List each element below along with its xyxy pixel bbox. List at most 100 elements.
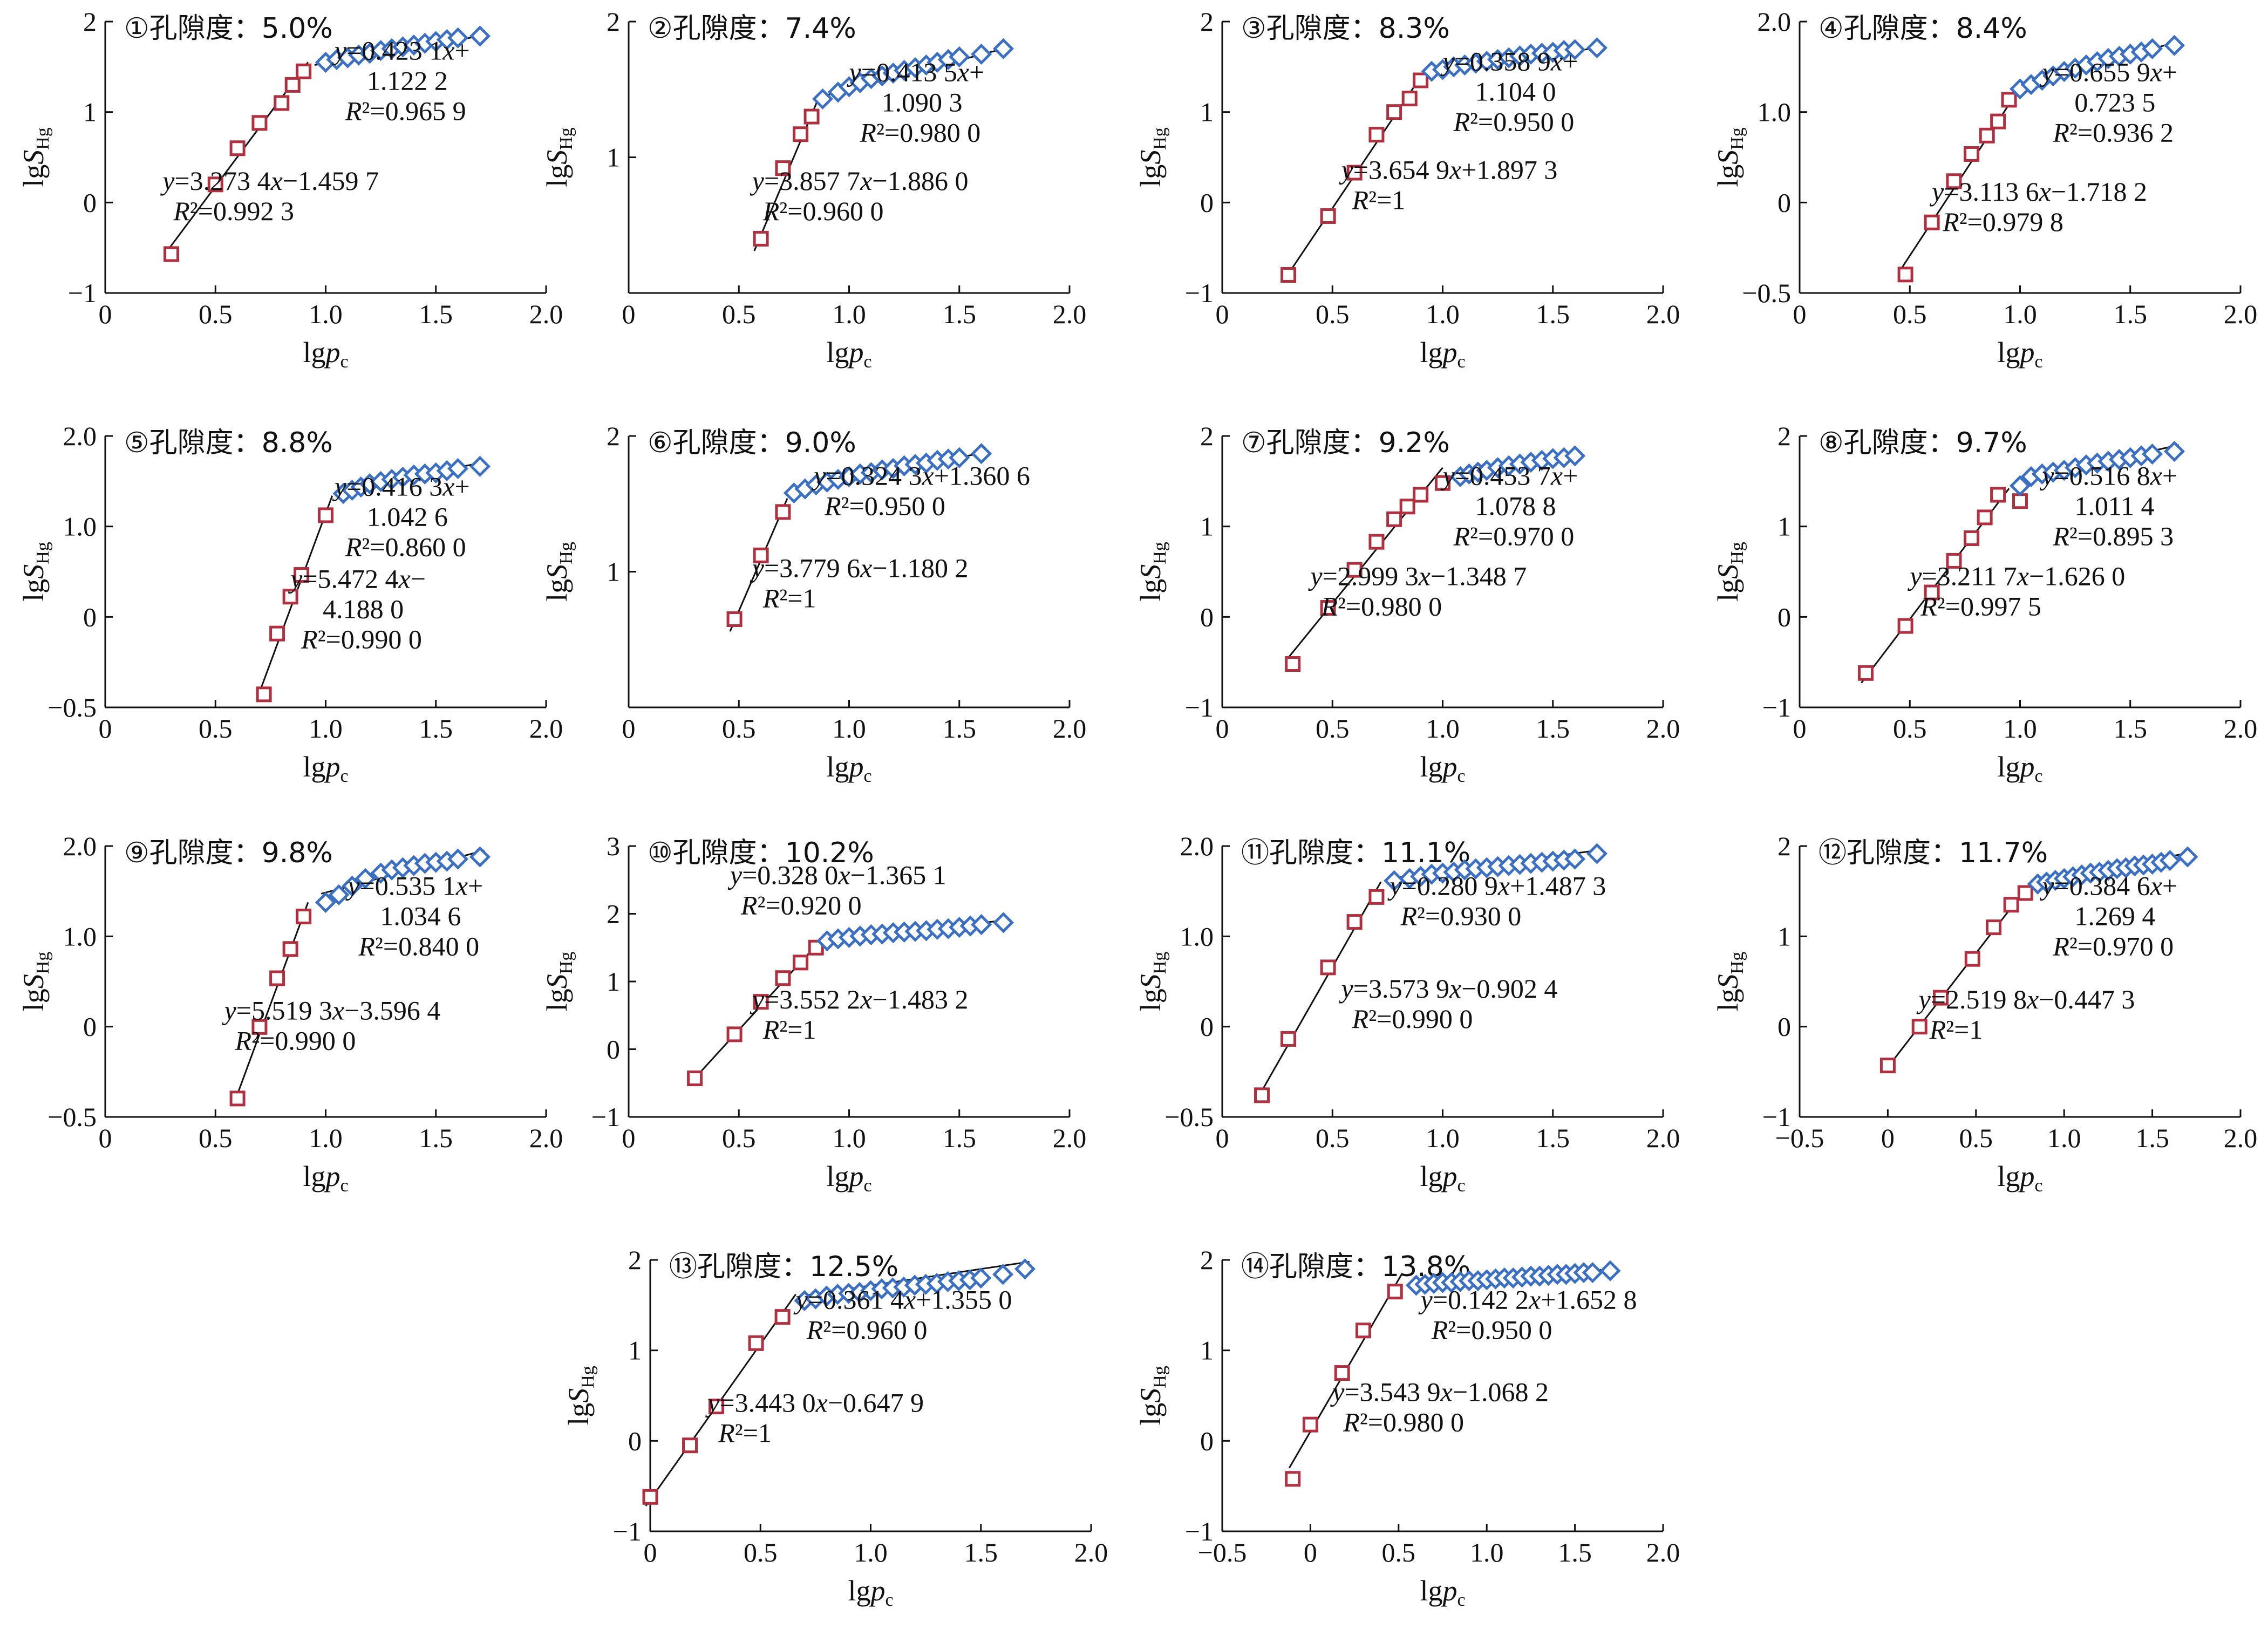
data-point-square <box>1346 914 1363 930</box>
panel-p14: −0.5 0 0.5 1.0 1.5 2.0−1012lgpclgSHg⑭孔隙度：13.8… <box>1134 1245 1680 1610</box>
x-tick-label: 0 <box>644 1537 657 1567</box>
y-tick-label: 1.0 <box>1758 97 1792 127</box>
data-point-square <box>269 625 285 642</box>
y-tick-label: 2.0 <box>1180 831 1214 861</box>
x-tick-label: −0.5 <box>1775 1123 1824 1153</box>
data-point-square <box>318 507 333 523</box>
x-tick-label: 2.0 <box>529 713 563 744</box>
x-tick-label: 2.0 <box>529 299 563 329</box>
regression-annotation: y=0.361 4x+1.355 0 <box>793 1285 1012 1315</box>
y-tick-label: 2 <box>83 6 97 37</box>
regression-annotation: R²=0.960 0 <box>806 1315 928 1345</box>
y-tick-label: −1 <box>591 1102 620 1132</box>
x-tick-label: 1.5 <box>2114 299 2148 329</box>
data-point-diamond <box>447 27 469 49</box>
y-tick-label: 2 <box>1200 421 1214 451</box>
data-point-diamond <box>992 38 1014 59</box>
data-point-diamond <box>1564 848 1586 870</box>
data-point-diamond <box>1014 1258 1036 1280</box>
x-tick-label: 1.0 <box>309 299 343 329</box>
y-axis-title: lgSHg <box>541 127 576 187</box>
data-point-diamond <box>1564 39 1586 60</box>
regression-annotation: R²=0.970 0 <box>2052 931 2174 961</box>
y-tick-label: 2 <box>1200 6 1214 37</box>
y-tick-label: −1 <box>68 278 97 308</box>
y-tick-label: 1 <box>628 1335 642 1366</box>
data-point-square <box>1387 1284 1403 1300</box>
data-point-diamond <box>315 891 337 913</box>
y-tick-label: 2.0 <box>1758 6 1792 37</box>
data-point-diamond <box>447 848 469 870</box>
data-point-square <box>775 160 791 176</box>
y-tick-label: −0.5 <box>1164 1102 1214 1132</box>
regression-annotation: y=3.573 9x−0.902 4 <box>1339 973 1558 1004</box>
data-point-square <box>687 1070 703 1086</box>
data-point-square <box>775 970 791 986</box>
x-axis-title: lgpc <box>1997 1160 2042 1196</box>
x-axis-title: lgpc <box>826 751 871 786</box>
panel-p11: 0 0.5 1.0 1.5 2.0−0.501.02.0lgpclgSHg⑪孔隙度：11… <box>1134 831 1680 1196</box>
y-axis-title: lgSHg <box>1134 127 1170 187</box>
x-tick-label: 0 <box>622 299 636 329</box>
fit-line <box>232 902 309 1107</box>
y-axis-title: lgSHg <box>1134 952 1170 1012</box>
x-tick-label: 0 <box>1216 1123 1229 1153</box>
fit-line <box>729 498 788 632</box>
y-tick-label: 0 <box>1777 187 1791 217</box>
data-point-square <box>1285 1471 1301 1487</box>
x-axis-title: lgpc <box>303 751 348 786</box>
data-point-square <box>256 686 272 703</box>
regression-annotation: y=0.280 9x+1.487 3 <box>1387 870 1606 901</box>
data-point-square <box>1302 1416 1318 1433</box>
x-tick-label: 2.0 <box>1646 1123 1680 1153</box>
x-tick-label: 0.5 <box>1893 299 1927 329</box>
regression-annotation: y=0.535 1x+ <box>345 870 483 901</box>
data-point-square <box>282 589 298 605</box>
x-tick-label: 1.0 <box>1426 1123 1460 1153</box>
regression-annotation: R²=0.965 9 <box>345 96 466 126</box>
data-point-diamond <box>1564 445 1586 467</box>
data-point-square <box>296 909 312 925</box>
x-tick-label: 1.0 <box>2047 1123 2081 1153</box>
data-point-square <box>2017 885 2033 901</box>
data-point-diamond <box>1582 1262 1603 1284</box>
x-tick-label: 0.5 <box>744 1537 778 1567</box>
x-tick-label: 0.5 <box>1316 1123 1350 1153</box>
x-axis-title: lgpc <box>1420 1160 1465 1196</box>
data-point-diamond <box>971 43 992 65</box>
x-tick-label: 0.5 <box>722 1123 756 1153</box>
y-tick-label: 0 <box>1200 1426 1214 1456</box>
data-point-square <box>2001 92 2017 108</box>
x-axis-title: lgpc <box>1997 751 2042 786</box>
data-point-diamond <box>992 912 1014 933</box>
y-tick-label: 3 <box>607 831 620 861</box>
data-point-square <box>753 547 769 563</box>
x-tick-label: 2.0 <box>1646 713 1680 744</box>
data-point-square <box>726 611 743 628</box>
y-tick-label: 0 <box>83 602 97 632</box>
regression-annotation: y=0.416 3x+ <box>332 472 470 502</box>
regression-annotation: R²=1 <box>762 1014 816 1045</box>
data-point-square <box>748 1335 764 1351</box>
y-axis-title: lgSHg <box>1712 952 1747 1012</box>
y-tick-label: 1 <box>607 966 620 997</box>
x-tick-label: 0 <box>99 299 112 329</box>
panel-p2: 0 0.5 1.0 1.5 2.0 1 2 lgpc lgSHg ②孔隙度：7.4% y=0.413… <box>541 6 1086 372</box>
x-tick-label: 2.0 <box>1053 713 1087 744</box>
fit-line <box>166 62 309 252</box>
y-tick-label: 2.0 <box>63 831 97 861</box>
y-axis-title: lgSHg <box>1134 542 1170 602</box>
data-point-diamond <box>949 447 970 468</box>
panel-title: ⑩孔隙度：10.2% <box>648 837 874 869</box>
x-tick-label: 0.5 <box>199 713 233 744</box>
regression-annotation: R²=0.970 0 <box>1453 521 1575 551</box>
regression-annotation: y=0.423 1x+ <box>332 35 470 65</box>
panel-title: ④孔隙度：8.4% <box>1819 12 2027 45</box>
data-point-diamond <box>2177 846 2198 868</box>
data-point-diamond <box>1599 1260 1621 1281</box>
regression-annotation: y=3.654 9x+1.897 3 <box>1339 155 1558 185</box>
y-tick-label: −1 <box>613 1516 642 1546</box>
x-tick-label: 2.0 <box>1646 299 1680 329</box>
data-point-square <box>793 955 809 971</box>
regression-annotation: R²=0.950 0 <box>1453 107 1575 137</box>
